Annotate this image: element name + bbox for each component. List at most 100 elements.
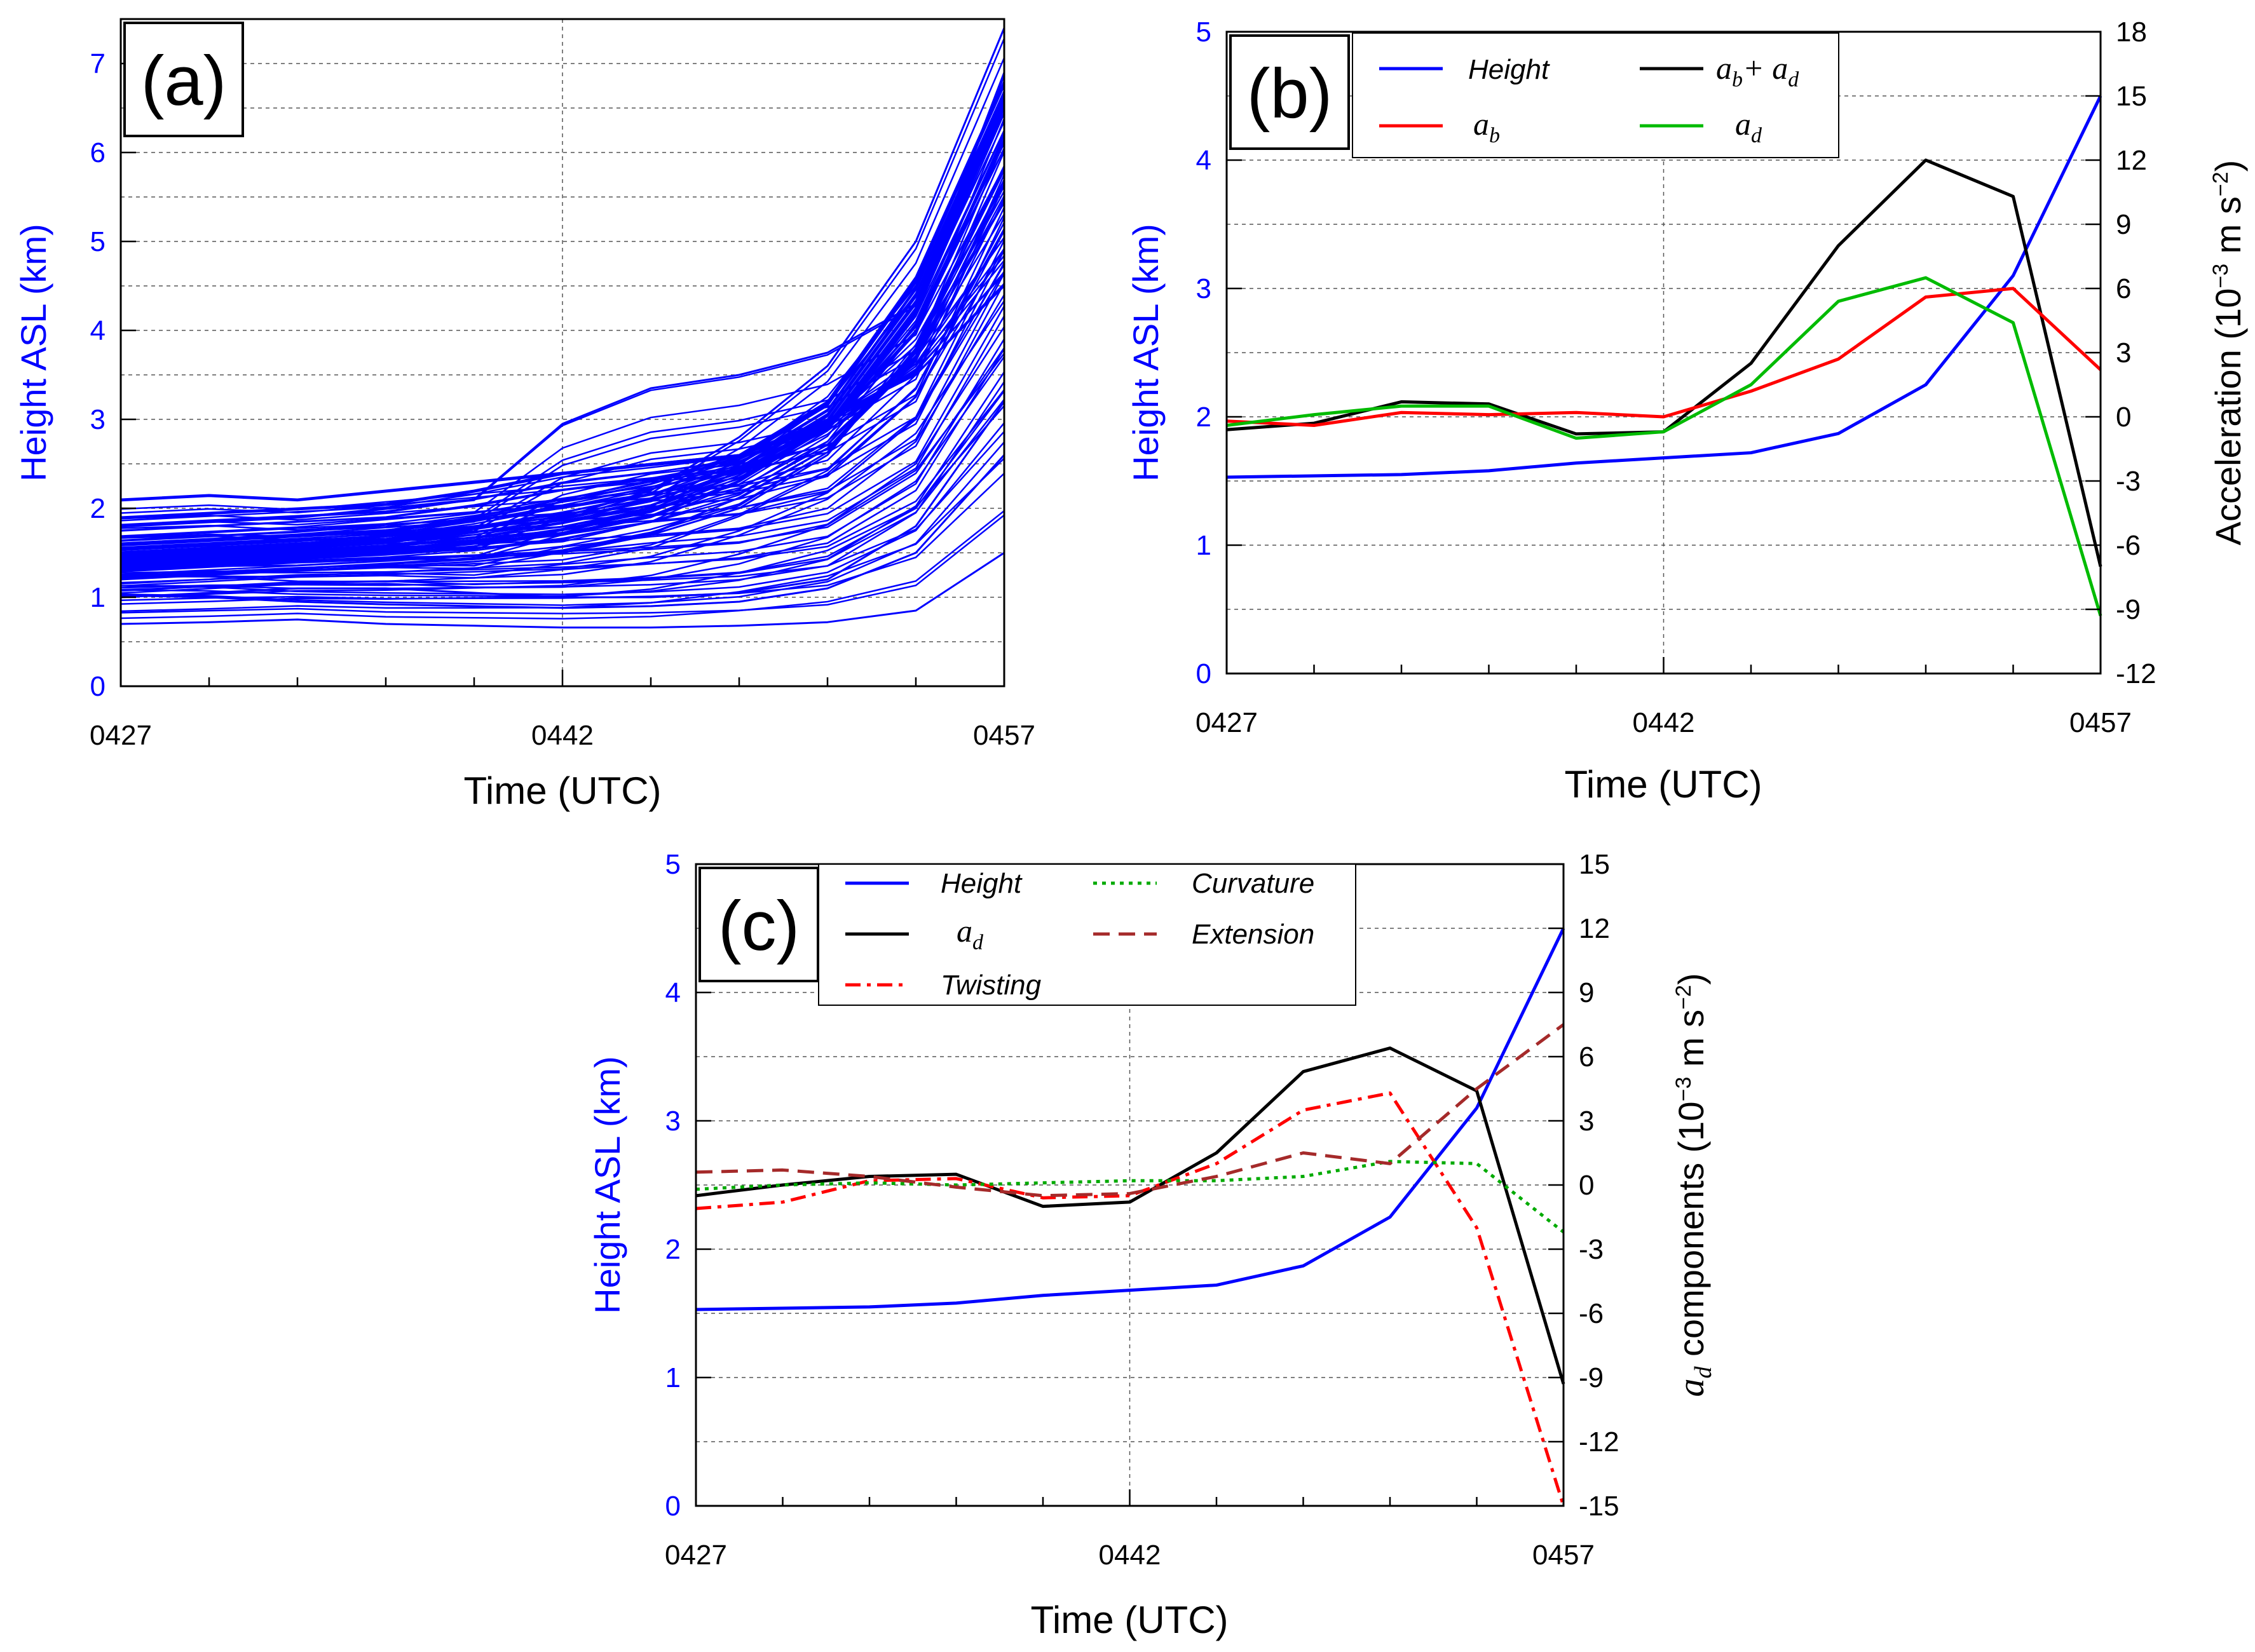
panel-b-series	[1226, 95, 2102, 616]
legend-height-label: Height	[1468, 54, 1550, 85]
legend-c-twisting-label: Twisting	[941, 970, 1042, 1001]
series-trajectory	[120, 338, 1005, 585]
y-tick-label: 3	[90, 404, 106, 435]
y-tick-label: 6	[90, 137, 106, 168]
x-tick-label: 0442	[1099, 1540, 1161, 1571]
y-tick-label: 0	[665, 1491, 681, 1522]
series-a-d	[1226, 276, 2102, 616]
panel-b-xlabel: Time (UTC)	[1564, 763, 1762, 806]
series-trajectory	[120, 422, 1005, 595]
panel-a-xlabel: Time (UTC)	[463, 769, 661, 812]
panel-a-tag: (a)	[141, 42, 226, 120]
x-tick-label: 0427	[1196, 707, 1258, 738]
x-tick-label: 0427	[90, 720, 152, 751]
series-trajectory	[120, 431, 1005, 589]
y-tick-label: 1	[1196, 530, 1211, 561]
panel-a-y-ticks: 0 1 2 3 4 5 6 7	[90, 48, 136, 702]
y2-tick-label: -3	[1579, 1234, 1604, 1265]
panel-c-tag: (c)	[718, 887, 800, 965]
panel-c-series	[695, 927, 1565, 1506]
y2-tick-label: -12	[1579, 1426, 1619, 1458]
panel-b-y2label: Acceleration (10−3 m s−2)	[2208, 160, 2248, 546]
y-tick-label: 7	[90, 48, 106, 79]
y2-tick-label: 9	[2116, 209, 2131, 240]
series-trajectory	[120, 75, 1005, 528]
panel-b-y2-ticks: -12 -9 -6 -3 0 3 6 9 12 15 18	[2085, 17, 2156, 689]
panel-c-y-ticks: 0 1 2 3 4 5	[665, 849, 711, 1522]
series-trajectory	[120, 195, 1005, 577]
x-tick-label: 0442	[1633, 707, 1695, 738]
series-trajectory	[120, 510, 1005, 620]
y-tick-label: 4	[665, 977, 681, 1008]
y2-tick-label: 15	[1579, 849, 1610, 880]
series-trajectory	[120, 442, 1005, 606]
series-trajectory	[120, 273, 1005, 522]
y-tick-label: 5	[665, 849, 681, 880]
series-traj-3	[120, 72, 1005, 527]
panel-a-tag-box	[123, 22, 244, 137]
series-traj-5	[120, 552, 1005, 629]
y2-tick-label: -12	[2116, 658, 2156, 689]
x-tick-label: 0427	[665, 1540, 727, 1571]
series-trajectory	[120, 248, 1005, 538]
panel-a-x-ticks: 0427 0442 0457	[90, 670, 1035, 751]
y-tick-label: 2	[90, 493, 106, 524]
series-trajectory	[120, 130, 1005, 565]
legend-c-extension-label: Extension	[1192, 919, 1314, 950]
series-trajectory	[120, 457, 1005, 613]
panel-c-y2-ticks: -15 -12 -9 -6 -3 0 3 6 9 12 15	[1548, 849, 1619, 1522]
series-trajectory	[120, 96, 1005, 557]
y2-tick-label: 12	[1579, 913, 1610, 944]
y2-tick-label: 18	[2116, 17, 2147, 48]
panel-c-ylabel: Height ASL (km)	[587, 1056, 627, 1314]
panel-b-x-ticks: 0427 0442 0457	[1196, 657, 2132, 738]
y-tick-label: 5	[90, 226, 106, 257]
y-tick-label: 0	[1196, 658, 1211, 689]
y2-tick-label: -6	[2116, 530, 2141, 561]
y2-tick-label: 15	[2116, 81, 2147, 112]
series-a-d	[695, 1046, 1565, 1385]
series-height	[1226, 95, 2102, 479]
series-trajectory	[120, 57, 1005, 557]
y2-tick-label: 6	[2116, 273, 2131, 304]
panel-a-series	[120, 27, 1005, 629]
y2-tick-label: 3	[1579, 1106, 1594, 1137]
series-trajectory	[120, 390, 1005, 583]
series-trajectory	[120, 236, 1005, 545]
y-tick-label: 4	[1196, 145, 1211, 176]
y2-tick-label: -9	[2116, 594, 2141, 625]
series-trajectory	[120, 85, 1005, 548]
x-tick-label: 0457	[973, 720, 1035, 751]
series-trajectory	[120, 514, 1005, 614]
x-tick-label: 0442	[531, 720, 594, 751]
y2-tick-label: 9	[1579, 977, 1594, 1008]
y-tick-label: 5	[1196, 17, 1211, 48]
series-curvature	[695, 1160, 1565, 1234]
y2-tick-label: -6	[1579, 1298, 1604, 1329]
series-extension	[695, 1023, 1565, 1198]
y2-tick-label: 0	[2116, 402, 2131, 433]
y-tick-label: 4	[90, 315, 106, 346]
y2-tick-label: 12	[2116, 145, 2147, 176]
legend-c-curvature-label: Curvature	[1192, 868, 1314, 899]
panel-c-x-ticks: 0427 0442 0457	[665, 1489, 1595, 1571]
y2-tick-label: 6	[1579, 1041, 1594, 1073]
panel-c-tag-box	[698, 867, 819, 982]
series-trajectory	[120, 389, 1005, 576]
y2-tick-label: -9	[1579, 1362, 1604, 1393]
series-trajectory	[120, 353, 1005, 598]
panel-b-tag-box	[1229, 34, 1350, 150]
series-trajectory	[120, 139, 1005, 502]
legend-ab-ad-label: ab+ ad	[1716, 50, 1799, 91]
series-trajectory	[120, 184, 1005, 546]
y2-tick-label: -3	[2116, 466, 2141, 497]
series-trajectory	[120, 282, 1005, 572]
y-tick-label: 2	[665, 1234, 681, 1265]
panel-b-legend: Height ab+ ad ab ad	[1352, 32, 1839, 158]
panel-c-y2label: ad components (10−3 m s−2)	[1670, 973, 1717, 1397]
series-trajectory	[120, 141, 1005, 542]
y2-tick-label: 0	[1579, 1170, 1594, 1201]
